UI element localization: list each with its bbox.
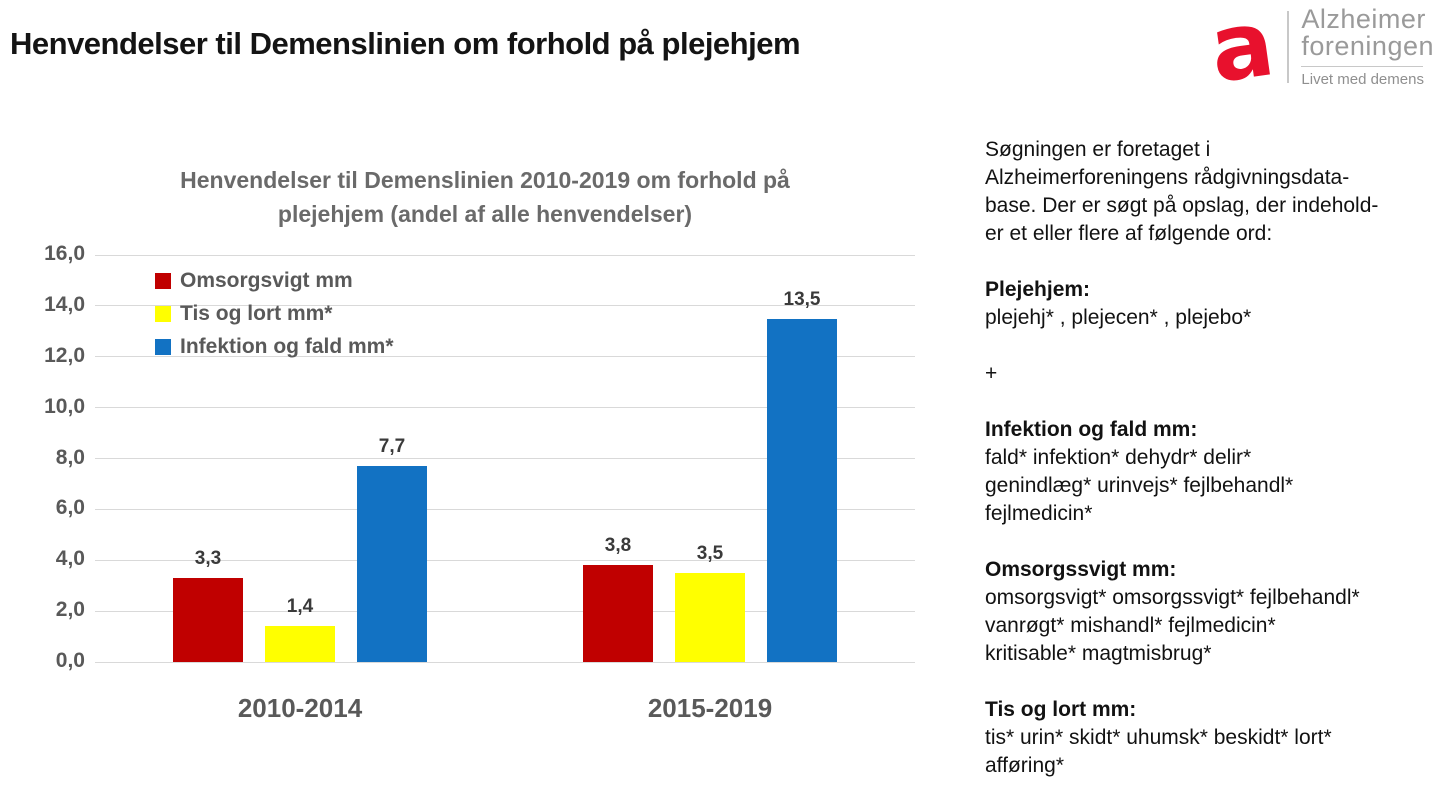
logo-text: Alzheimer foreningen Livet med demens	[1301, 6, 1434, 88]
chart-title-line1: Henvendelser til Demenslinien 2010-2019 …	[180, 167, 790, 193]
legend-swatch-icon	[155, 306, 171, 322]
legend-swatch-icon	[155, 339, 171, 355]
bar-value-label: 13,5	[783, 288, 821, 310]
search-terms-intro: Søgningen er foretaget i Alzheimerforenin…	[985, 136, 1435, 248]
y-tick-label: 16,0	[44, 242, 85, 265]
legend-item: Infektion og fald mm*	[155, 335, 394, 359]
y-tick-label: 4,0	[55, 547, 85, 571]
section-line: fejlmedicin*	[985, 502, 1093, 525]
y-tick-label: 6,0	[55, 496, 85, 520]
section-line: tis* urin* skidt* uhumsk* beskidt* lort*	[985, 726, 1332, 749]
bar-value-label: 3,5	[696, 542, 724, 564]
logo-divider	[1287, 11, 1290, 83]
bar-2015-2019-series-2	[767, 318, 837, 662]
section-line: kritisable* magtmisbrug*	[985, 642, 1212, 665]
gridline	[95, 610, 915, 612]
plot-area: Omsorgsvigt mm Tis og lort mm* Infektion o…	[95, 254, 915, 663]
category-label: 2010-2014	[237, 693, 363, 723]
legend-label: Tis og lort mm*	[180, 302, 333, 325]
chart-title: Henvendelser til Demenslinien 2010-2019 …	[50, 163, 920, 231]
bar-value-label: 3,8	[604, 535, 632, 557]
section-line: omsorgsvigt* omsorgssvigt* fejlbehandl*	[985, 586, 1360, 609]
logo-rule	[1301, 66, 1424, 67]
gridline	[95, 305, 915, 307]
bar-chart: Henvendelser til Demenslinien 2010-2019 …	[10, 145, 960, 765]
chart-title-line2: plejehjem (andel af alle henvendelser)	[277, 201, 693, 227]
search-term-section: Omsorgssvigt mm: omsorgsvigt* omsorgssvig…	[985, 556, 1435, 668]
legend-item: Omsorgsvigt mm	[155, 269, 394, 293]
search-terms-sections: Plejehjem: plejehj* , plejecen* , plejebo…	[985, 276, 1435, 780]
y-tick-label: 2,0	[55, 598, 85, 622]
bar-2015-2019-series-1	[675, 572, 745, 662]
search-term-section: Infektion og fald mm: fald* infektion* de…	[985, 416, 1435, 528]
section-heading: Plejehjem:	[985, 278, 1091, 301]
y-tick-label: 14,0	[44, 292, 85, 316]
gridline	[95, 356, 915, 358]
legend-label: Omsorgsvigt mm	[180, 269, 353, 292]
legend-item: Tis og lort mm*	[155, 302, 394, 326]
gridline	[95, 508, 915, 510]
bar-2015-2019-series-0	[583, 565, 653, 662]
y-tick-label: 12,0	[44, 343, 85, 367]
section-heading: Infektion og fald mm:	[985, 418, 1198, 441]
gridline	[95, 407, 915, 409]
gridline	[95, 559, 915, 561]
search-term-section: Plejehjem: plejehj* , plejecen* , plejebo…	[985, 276, 1435, 332]
section-heading: Omsorgssvigt mm:	[985, 558, 1177, 581]
y-tick-label: 10,0	[44, 394, 85, 418]
bar-2010-2014-series-0	[173, 578, 243, 662]
search-terms-panel: Søgningen er foretaget i Alzheimerforenin…	[985, 136, 1435, 780]
gridline	[95, 458, 915, 459]
intro-line: er et eller flere af følgende ord:	[985, 222, 1273, 245]
section-line: genindlæg* urinvejs* fejlbehandl*	[985, 474, 1294, 497]
bar-value-label: 3,3	[194, 548, 222, 570]
gridline	[95, 254, 915, 256]
logo-name-line2: foreningen	[1301, 31, 1434, 61]
search-term-section: Tis og lort mm: tis* urin* skidt* uhumsk*…	[985, 696, 1435, 780]
section-line: plejehj* , plejecen* , plejebo*	[985, 306, 1252, 329]
section-line: vanrøgt* mishandl* fejlmedicin*	[985, 614, 1276, 637]
bar-2010-2014-series-1	[265, 626, 335, 662]
legend-label: Infektion og fald mm*	[180, 335, 394, 358]
intro-line: Søgningen er foretaget i	[985, 138, 1211, 161]
intro-line: Alzheimerforeningens rådgivningsdata-	[985, 166, 1350, 189]
category-label: 2015-2019	[647, 693, 773, 723]
logo-tagline: Livet med demens	[1301, 71, 1424, 88]
gridline	[95, 661, 915, 663]
chart-legend: Omsorgsvigt mm Tis og lort mm* Infektion o…	[155, 269, 394, 368]
search-term-section: +	[985, 360, 1435, 388]
bar-2010-2014-series-2	[357, 466, 427, 662]
logo-name-line1: Alzheimer	[1301, 4, 1426, 34]
section-line: fald* infektion* dehydr* delir*	[985, 446, 1252, 469]
legend-swatch-icon	[155, 273, 171, 289]
bar-value-label: 7,7	[378, 436, 406, 458]
section-line: afføring*	[985, 754, 1064, 777]
y-tick-label: 0,0	[55, 649, 85, 672]
section-heading: Tis og lort mm:	[985, 698, 1137, 721]
y-tick-label: 8,0	[55, 445, 85, 469]
intro-line: base. Der er søgt på opslag, der indehol…	[985, 194, 1379, 217]
alzheimerforeningen-logo: a Alzheimer foreningen Livet med demens	[1203, 0, 1434, 104]
page-title: Henvendelser til Demenslinien om forhold…	[10, 26, 801, 61]
section-line: +	[985, 362, 998, 385]
bar-value-label: 1,4	[286, 596, 314, 618]
alzheimerforeningen-a-icon: a	[1204, 0, 1281, 104]
